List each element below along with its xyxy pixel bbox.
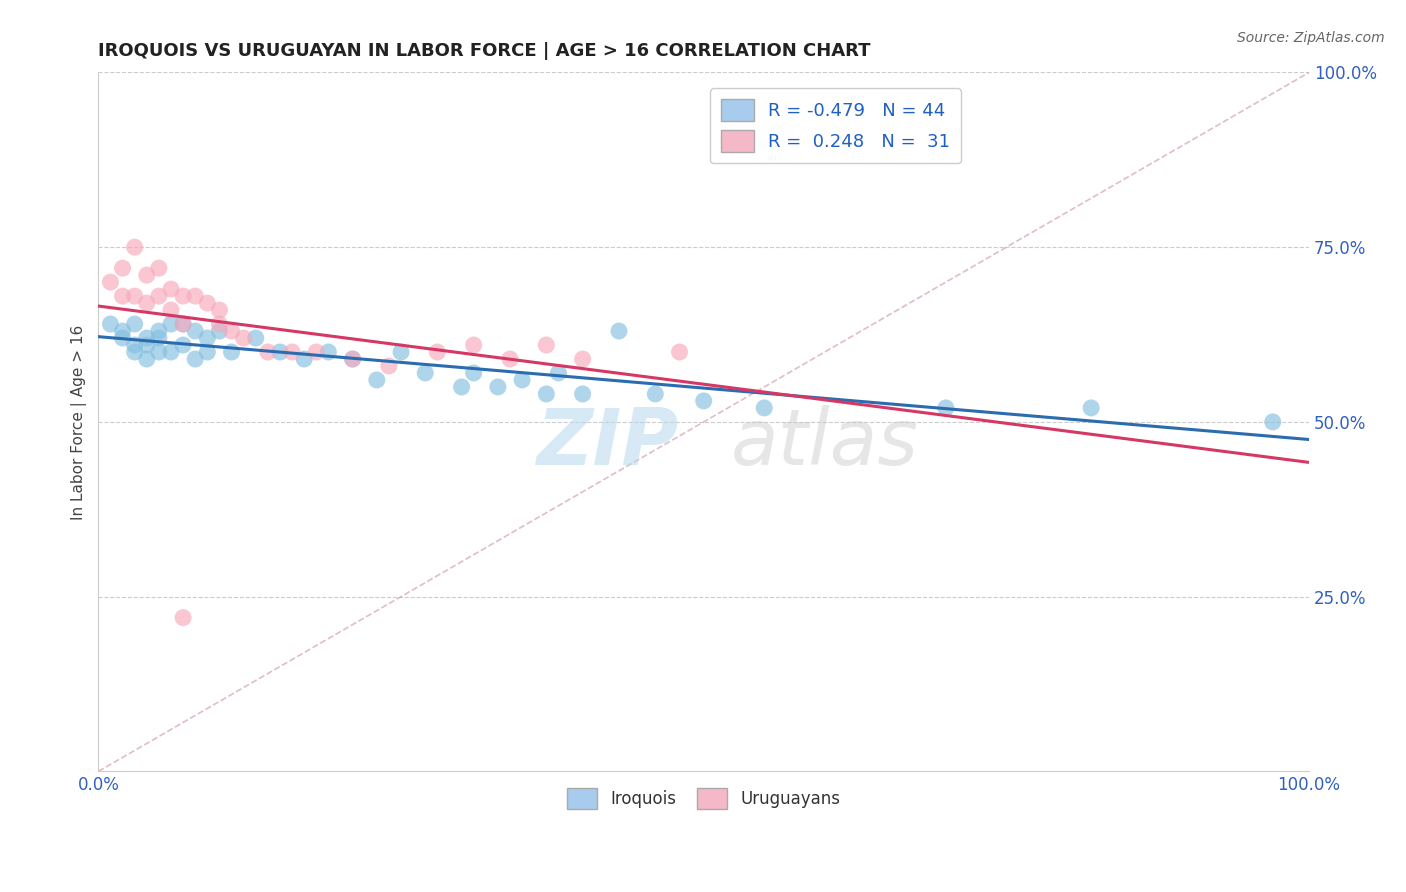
Point — [172, 289, 194, 303]
Point — [292, 351, 315, 366]
Point — [111, 324, 134, 338]
Point — [486, 380, 509, 394]
Point — [184, 289, 207, 303]
Point — [135, 331, 157, 345]
Point — [184, 324, 207, 338]
Point — [571, 387, 593, 401]
Point — [160, 345, 183, 359]
Point — [1080, 401, 1102, 415]
Point — [148, 345, 170, 359]
Point — [510, 373, 533, 387]
Point — [135, 268, 157, 282]
Point — [342, 351, 364, 366]
Point — [148, 261, 170, 276]
Point — [208, 303, 231, 318]
Point — [257, 345, 280, 359]
Point — [100, 275, 122, 289]
Point — [305, 345, 328, 359]
Point — [135, 351, 157, 366]
Point — [607, 324, 630, 338]
Point — [148, 289, 170, 303]
Point — [463, 338, 485, 352]
Point — [160, 282, 183, 296]
Point — [644, 387, 666, 401]
Point — [160, 303, 183, 318]
Point — [693, 393, 716, 408]
Point — [232, 331, 254, 345]
Point — [426, 345, 449, 359]
Point — [571, 351, 593, 366]
Point — [463, 366, 485, 380]
Point — [499, 351, 522, 366]
Text: IROQUOIS VS URUGUAYAN IN LABOR FORCE | AGE > 16 CORRELATION CHART: IROQUOIS VS URUGUAYAN IN LABOR FORCE | A… — [98, 42, 870, 60]
Point — [208, 324, 231, 338]
Point — [1261, 415, 1284, 429]
Text: Source: ZipAtlas.com: Source: ZipAtlas.com — [1237, 31, 1385, 45]
Point — [124, 240, 146, 254]
Point — [366, 373, 388, 387]
Point — [536, 387, 558, 401]
Point — [195, 345, 218, 359]
Point — [378, 359, 401, 373]
Point — [281, 345, 304, 359]
Point — [221, 345, 243, 359]
Point — [172, 317, 194, 331]
Point — [668, 345, 690, 359]
Point — [111, 289, 134, 303]
Point — [172, 338, 194, 352]
Point — [148, 331, 170, 345]
Point — [450, 380, 472, 394]
Point — [172, 610, 194, 624]
Point — [413, 366, 436, 380]
Point — [124, 345, 146, 359]
Point — [342, 351, 364, 366]
Point — [160, 317, 183, 331]
Point — [195, 331, 218, 345]
Point — [135, 338, 157, 352]
Point — [318, 345, 340, 359]
Point — [100, 317, 122, 331]
Text: ZIP: ZIP — [536, 405, 678, 481]
Point — [754, 401, 776, 415]
Point — [208, 317, 231, 331]
Point — [124, 338, 146, 352]
Point — [935, 401, 957, 415]
Point — [124, 289, 146, 303]
Point — [221, 324, 243, 338]
Point — [245, 331, 267, 345]
Point — [269, 345, 291, 359]
Point — [135, 296, 157, 310]
Point — [111, 331, 134, 345]
Legend: Iroquois, Uruguayans: Iroquois, Uruguayans — [561, 781, 846, 815]
Point — [124, 317, 146, 331]
Point — [547, 366, 569, 380]
Point — [536, 338, 558, 352]
Y-axis label: In Labor Force | Age > 16: In Labor Force | Age > 16 — [72, 325, 87, 519]
Text: atlas: atlas — [731, 405, 918, 481]
Point — [172, 317, 194, 331]
Point — [389, 345, 412, 359]
Point — [148, 324, 170, 338]
Point — [184, 351, 207, 366]
Point — [111, 261, 134, 276]
Point — [195, 296, 218, 310]
